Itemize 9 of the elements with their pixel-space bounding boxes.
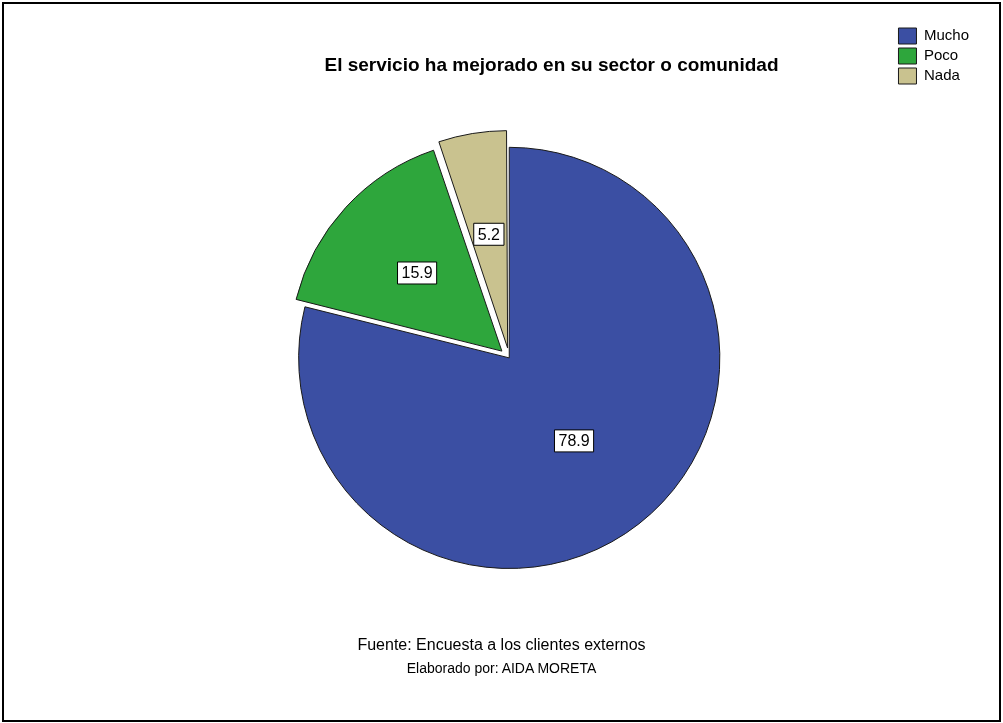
data-label: 15.9 xyxy=(401,264,433,282)
legend-label: Nada xyxy=(923,66,961,84)
text: Elaborado por: AIDA MORETA xyxy=(405,660,598,676)
data-label: 5.2 xyxy=(477,225,501,243)
data-label: 78.9 xyxy=(558,432,590,450)
legend-label: Poco xyxy=(923,46,959,64)
source-note: Fuente: Encuesta a los clientes externos xyxy=(356,636,647,654)
text: El servicio ha mejorado en su sector o comunidad xyxy=(324,53,779,75)
legend-label: Mucho xyxy=(923,26,970,44)
